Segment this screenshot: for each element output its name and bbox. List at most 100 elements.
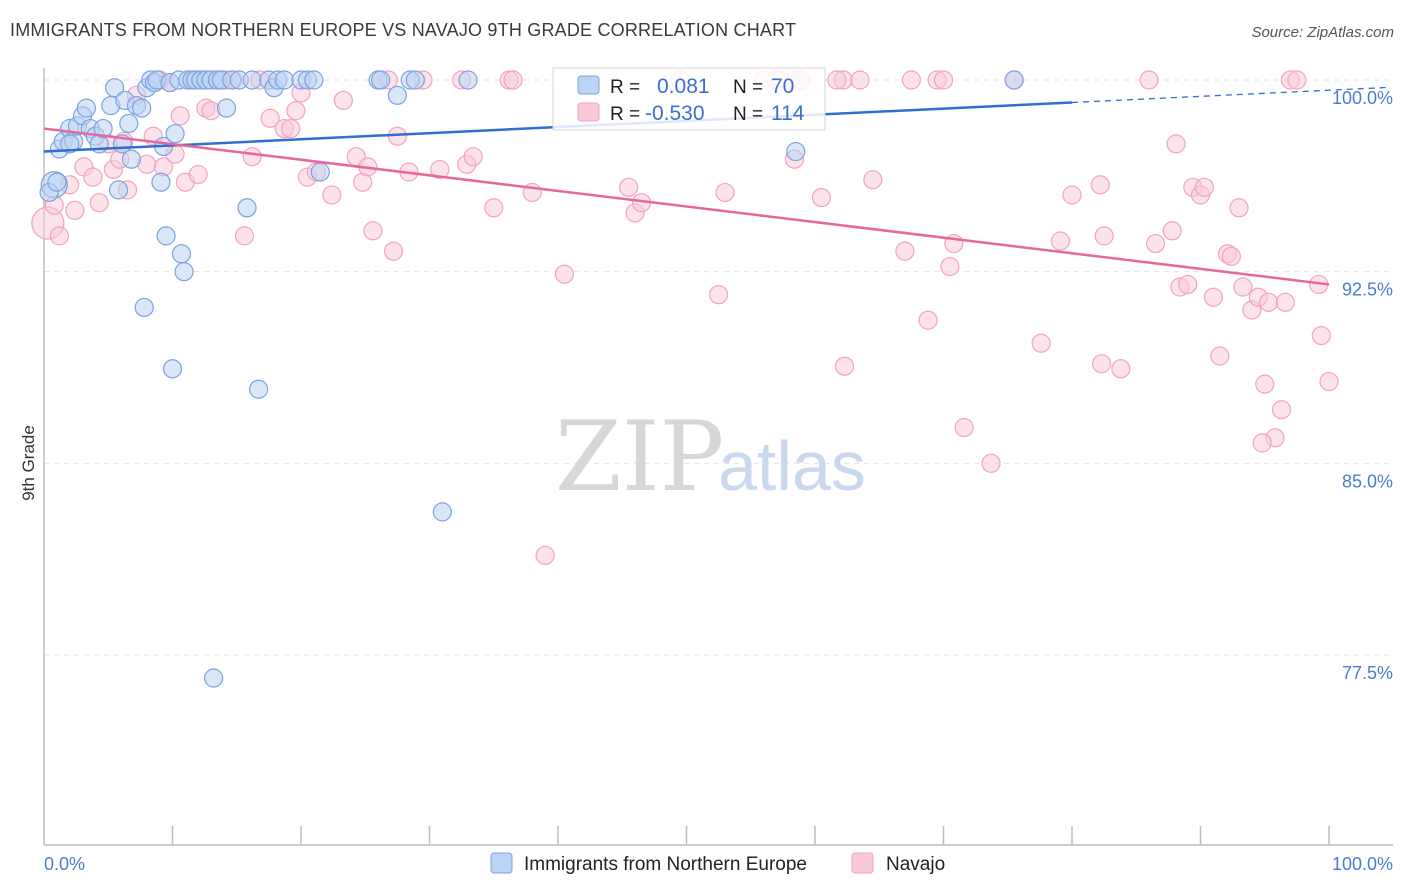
point-navajo — [1031, 333, 1051, 353]
legend-r-value-2: -0.530 — [645, 102, 705, 125]
point-navajo — [1221, 246, 1241, 266]
point-navajo — [1194, 177, 1214, 197]
point-navajo — [484, 198, 504, 218]
point-navajo — [1091, 354, 1112, 374]
point-immigrants — [76, 98, 97, 118]
x-tick-label: 100.0% — [1332, 854, 1393, 874]
point-navajo — [940, 256, 960, 277]
point-navajo — [1062, 185, 1082, 205]
point-navajo — [1233, 277, 1253, 297]
point-immigrants — [216, 98, 237, 118]
point-navajo — [1319, 371, 1339, 392]
point-navajo — [286, 101, 306, 121]
point-navajo — [1145, 233, 1166, 254]
point-immigrants — [274, 70, 294, 90]
point-navajo — [281, 118, 301, 139]
y-tick-label: 77.5% — [1342, 663, 1393, 683]
point-navajo — [918, 310, 938, 330]
legend-n-value-1: 70 — [771, 75, 794, 98]
point-navajo — [1255, 374, 1275, 394]
bottom-legend-label-navajo: Navajo — [886, 854, 945, 875]
point-immigrants — [237, 198, 257, 218]
point-navajo — [1094, 226, 1114, 246]
point-navajo — [1287, 70, 1307, 90]
stats-legend: R = 0.081 N = 70 R = -0.530 N = 114 — [552, 67, 826, 131]
point-immigrants — [387, 85, 407, 105]
legend-r-label-2: R = — [610, 104, 640, 125]
point-navajo — [234, 226, 255, 246]
legend-n-label-1: N = — [733, 77, 763, 98]
point-immigrants — [248, 379, 269, 399]
source-label: Source: ZipAtlas.com — [1251, 24, 1394, 41]
point-immigrants — [1004, 70, 1024, 90]
data-points — [31, 70, 1339, 688]
point-immigrants — [151, 172, 171, 192]
point-navajo — [260, 108, 280, 128]
point-navajo — [834, 356, 855, 376]
bottom-legend-swatch-blue — [490, 852, 513, 874]
point-navajo — [1139, 70, 1159, 90]
point-navajo — [1229, 198, 1249, 218]
point-navajo — [933, 70, 954, 90]
point-navajo — [1210, 346, 1230, 366]
y-tick-label: 85.0% — [1342, 471, 1393, 491]
point-navajo — [1166, 134, 1186, 154]
point-navajo — [333, 90, 354, 111]
point-navajo — [901, 70, 921, 90]
watermark-atlas: atlas — [718, 427, 866, 505]
point-navajo — [827, 70, 847, 90]
y-tick-label: 92.5% — [1342, 280, 1393, 300]
point-navajo — [1271, 400, 1292, 420]
point-immigrants — [60, 134, 80, 154]
point-navajo — [1252, 433, 1272, 453]
axes: 77.5% 85.0% 92.5% 100.0% 0.0% 100.0% — [43, 68, 1393, 874]
point-navajo — [89, 193, 109, 213]
point-navajo — [811, 187, 832, 208]
point-navajo — [463, 147, 483, 167]
point-navajo — [49, 226, 70, 246]
point-immigrants — [121, 149, 141, 169]
point-immigrants — [156, 226, 176, 246]
legend-r-label-1: R = — [610, 77, 640, 98]
point-immigrants — [105, 78, 125, 98]
point-immigrants — [242, 70, 262, 90]
watermark-zip: ZIP — [555, 401, 724, 513]
bottom-legend-swatch-pink — [851, 852, 874, 874]
point-navajo — [83, 167, 103, 187]
point-immigrants — [371, 70, 391, 90]
point-navajo — [1162, 221, 1182, 241]
point-immigrants — [304, 70, 324, 90]
point-immigrants — [204, 668, 224, 688]
legend-n-value-2: 114 — [771, 102, 805, 125]
legend-r-value-1: 0.081 — [657, 75, 710, 98]
point-navajo — [895, 241, 915, 261]
point-immigrants — [162, 359, 183, 379]
point-navajo — [715, 182, 735, 203]
point-navajo — [1111, 359, 1131, 379]
point-navajo — [1050, 231, 1071, 251]
point-immigrants — [93, 118, 113, 139]
point-navajo — [1090, 175, 1110, 195]
point-navajo — [503, 70, 523, 90]
legend-swatch-blue — [577, 75, 600, 95]
bottom-legend-label-immigrants: Immigrants from Northern Europe — [524, 854, 807, 875]
point-navajo — [65, 200, 85, 220]
point-navajo — [954, 417, 974, 438]
bottom-legend: Immigrants from Northern Europe Navajo — [490, 852, 945, 875]
point-immigrants — [119, 113, 139, 134]
point-immigrants — [310, 162, 330, 182]
point-navajo — [242, 147, 262, 167]
point-navajo — [383, 241, 404, 261]
point-navajo — [430, 159, 450, 180]
point-immigrants — [171, 244, 192, 264]
point-navajo — [1275, 292, 1295, 312]
point-immigrants — [174, 262, 194, 282]
legend-n-label-2: N = — [733, 104, 763, 125]
point-navajo — [535, 545, 555, 565]
point-immigrants — [165, 124, 185, 144]
y-axis-label: 9th Grade — [19, 425, 38, 501]
legend-swatch-pink — [577, 102, 600, 122]
chart-title: IMMIGRANTS FROM NORTHERN EUROPE VS NAVAJ… — [10, 20, 797, 40]
point-navajo — [619, 177, 639, 197]
